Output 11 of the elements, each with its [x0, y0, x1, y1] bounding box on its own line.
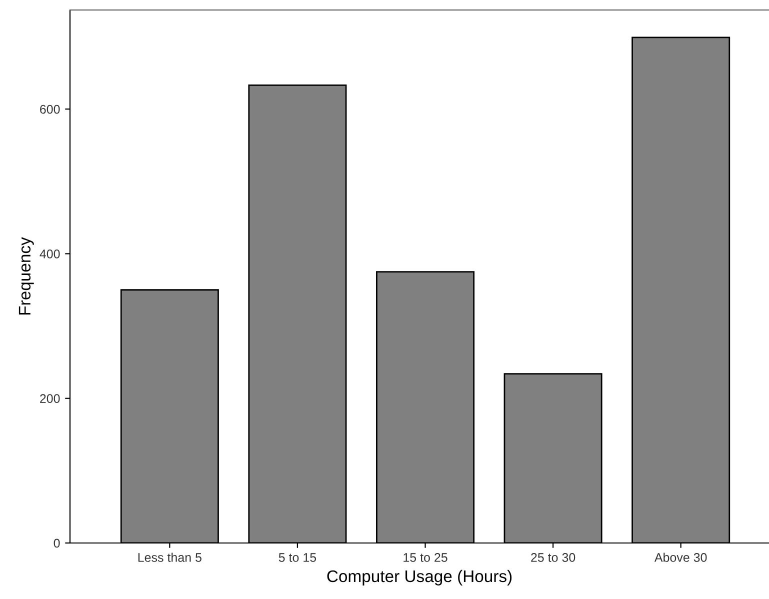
y-tick-label: 400	[40, 250, 60, 258]
x-tick-label: Above 30	[654, 552, 707, 562]
x-axis-title: Computer Usage (Hours)	[327, 570, 512, 586]
y-tick-label: 0	[54, 538, 60, 548]
y-tick-label: 200	[40, 394, 60, 404]
x-tick-label: 15 to 25	[404, 553, 448, 562]
y-tick-label: 600	[40, 104, 60, 114]
x-tick-label: 25 to 30	[531, 553, 576, 562]
y-axis-title: Frequency	[18, 237, 34, 314]
x-tick-label: 5 to 15	[278, 553, 316, 562]
x-tick-label: Less than 5	[138, 552, 202, 562]
